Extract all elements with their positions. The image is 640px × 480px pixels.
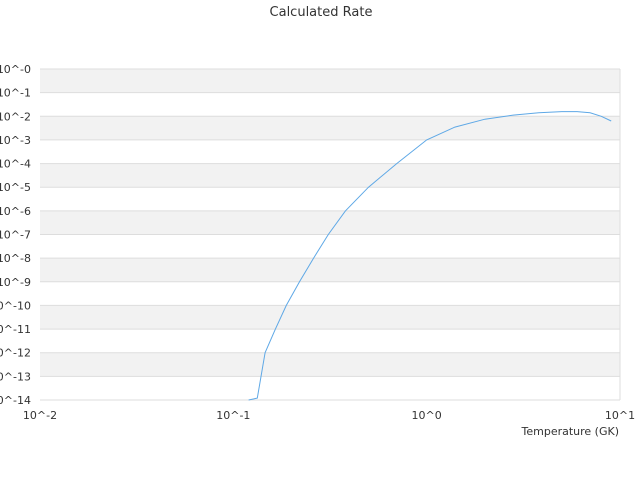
- y-tick-label: 10^-4: [0, 158, 31, 171]
- y-tick-label: 10^-8: [0, 252, 31, 265]
- chart-title: Calculated Rate: [270, 5, 373, 20]
- y-tick-label: 10^-9: [0, 276, 31, 289]
- y-tick-labels: 10^-0 10^-1 10^-2 10^-3 10^-4 10^-5 10^-6 10^-7…: [0, 63, 31, 407]
- grid-band: [40, 69, 620, 93]
- grid-lines: [40, 68, 621, 401]
- y-tick-label: 10^-13: [0, 370, 31, 383]
- x-tick-label: 10^-1: [216, 409, 250, 422]
- y-tick-label: 10^-7: [0, 229, 31, 242]
- grid-band: [40, 352, 620, 377]
- y-tick-label: 10^-11: [0, 323, 31, 336]
- series-line: [248, 111, 612, 401]
- series-layer: [248, 111, 612, 401]
- x-tick-labels: 10^-2 10^-1 10^0 10^1: [23, 409, 635, 422]
- grid-band: [40, 305, 620, 330]
- x-tick-label: 10^-2: [23, 409, 57, 422]
- x-tick-label: 10^0: [412, 409, 442, 422]
- x-tick-label: 10^1: [605, 409, 635, 422]
- x-axis-label: Temperature (GK): [521, 425, 620, 438]
- y-tick-label: 10^-2: [0, 110, 31, 123]
- grid-band: [40, 258, 620, 282]
- y-tick-label: 10^-1: [0, 87, 31, 100]
- grid-bands: [40, 69, 620, 377]
- grid-band: [40, 116, 620, 140]
- y-tick-label: 10^-14: [0, 394, 31, 407]
- y-tick-label: 10^-6: [0, 205, 31, 218]
- y-tick-label: 10^-12: [0, 347, 31, 360]
- grid-band: [40, 163, 620, 188]
- grid-band: [40, 210, 620, 235]
- y-tick-label: 10^-10: [0, 299, 31, 312]
- y-tick-label: 10^-3: [0, 134, 31, 147]
- y-tick-label: 10^-5: [0, 181, 31, 194]
- y-tick-label: 10^-0: [0, 63, 31, 76]
